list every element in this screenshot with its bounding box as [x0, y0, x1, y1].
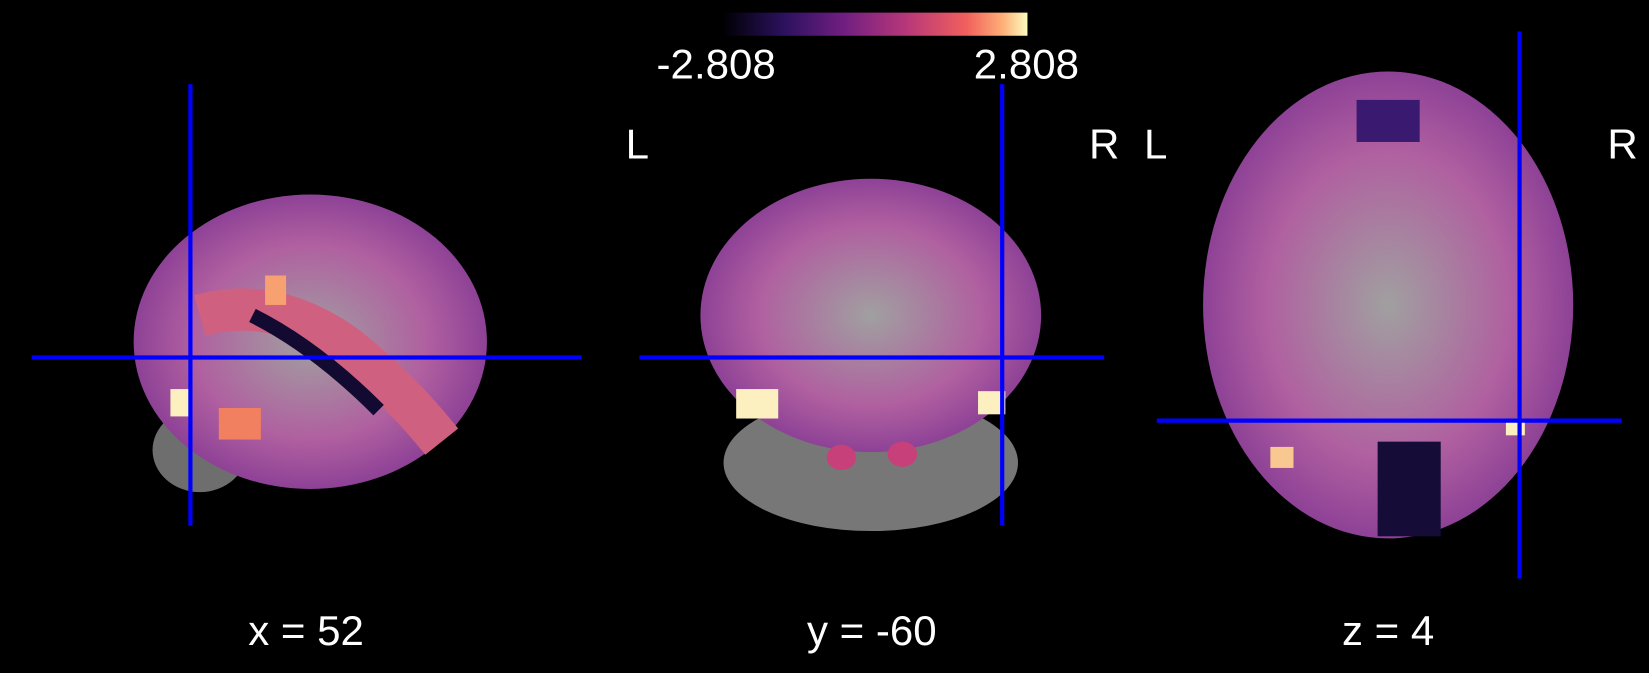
region — [170, 389, 190, 417]
region — [1356, 99, 1420, 142]
region — [218, 408, 261, 440]
region — [736, 389, 779, 419]
region — [265, 275, 287, 305]
brain-slice — [700, 178, 1042, 453]
axial-view: L R z = 4 — [1144, 31, 1638, 654]
orientation-left: L — [626, 120, 649, 167]
colorbar — [723, 12, 1028, 36]
colorbar-min-label: -2.808 — [657, 40, 776, 87]
orientation-right: R — [1089, 120, 1119, 167]
orientation-right: R — [1607, 120, 1637, 167]
region — [826, 444, 857, 471]
slice-label: x = 52 — [248, 607, 364, 654]
region — [194, 288, 459, 455]
sagittal-view: x = 52 — [31, 84, 582, 654]
coronal-view: L R y = -60 — [626, 84, 1119, 654]
slice-label: z = 4 — [1342, 607, 1434, 654]
colorbar-max-label: 2.808 — [974, 40, 1079, 87]
region — [1377, 441, 1441, 537]
region — [1270, 446, 1294, 468]
region — [978, 391, 1006, 415]
slice-label: y = -60 — [807, 607, 937, 654]
region — [249, 308, 384, 416]
orientation-left: L — [1144, 120, 1167, 167]
region — [887, 441, 918, 467]
